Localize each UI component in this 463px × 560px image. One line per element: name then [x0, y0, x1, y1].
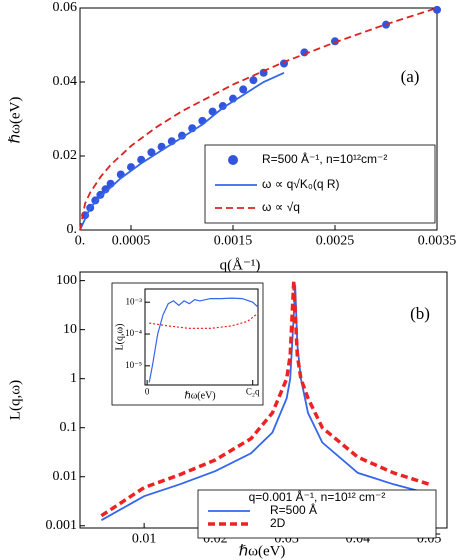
y-tick-label: 100	[56, 273, 77, 288]
data-point	[178, 131, 186, 140]
x-tick-label: 0.0015	[214, 233, 253, 248]
y-axis-label: ℏω(eV)	[7, 97, 23, 144]
x-tick-label: 0.0035	[418, 233, 457, 248]
x-tick-label: 0.01	[132, 531, 157, 546]
data-point	[331, 37, 339, 46]
y-tick-label: 0.06	[53, 0, 78, 15]
data-point	[91, 196, 100, 205]
x-axis-label: ℏω(eV)	[184, 390, 215, 401]
y-tick-label: 0.001	[46, 518, 78, 533]
legend-label: 2D	[270, 516, 286, 530]
y-tick-label: 0.02	[53, 148, 78, 163]
x-tick-label: C₂q	[246, 386, 260, 396]
y-axis-label: L(q,ω)	[114, 324, 125, 351]
panel-label: (b)	[410, 304, 430, 323]
data-line	[79, 71, 285, 231]
legend-label: ω ∝ √q	[262, 200, 300, 214]
data-line	[149, 312, 259, 329]
data-point	[300, 48, 309, 57]
data-point	[218, 102, 227, 111]
x-tick-label: 0.0005	[112, 233, 151, 248]
data-point	[433, 5, 441, 14]
legend-label: ω ∝ q√K₀(q R)	[262, 177, 340, 191]
plot-frame	[144, 288, 259, 386]
data-point	[96, 190, 105, 199]
legend-label: R=500 Å	[270, 502, 317, 517]
y-tick-label: 10⁻⁵	[125, 360, 142, 370]
y-tick-label: 10	[63, 322, 77, 337]
legend-box	[204, 144, 436, 224]
y-tick-label: 0.	[67, 222, 78, 237]
data-line	[79, 7, 438, 231]
y-tick-label: 0.1	[60, 420, 78, 435]
x-tick-label: 0	[145, 386, 150, 396]
data-point	[147, 148, 156, 157]
legend-box	[197, 489, 437, 539]
legend-marker	[228, 155, 238, 165]
legend-label: R=500 Å⁻¹, n=10¹²cm⁻²	[262, 151, 387, 166]
x-axis-label: ℏω(eV)	[239, 543, 286, 559]
y-tick-label: 10⁻⁴	[125, 328, 142, 338]
y-tick-label: 1	[70, 371, 77, 386]
data-point	[239, 85, 248, 94]
data-line	[148, 297, 259, 383]
y-tick-label: 0.04	[53, 74, 78, 89]
data-line	[100, 280, 430, 518]
panel-label: (a)	[401, 67, 420, 86]
data-point	[249, 76, 258, 85]
x-tick-label: 0.	[75, 233, 86, 248]
y-axis-label: L(q,ω)	[7, 380, 23, 420]
plot-frame	[79, 7, 438, 231]
legend-title: q=0.001 Å⁻¹, n=10¹² cm⁻²	[249, 489, 386, 504]
y-tick-label: 10⁻³	[126, 296, 143, 306]
x-axis-label: q(Å⁻¹)	[220, 257, 261, 273]
y-tick-label: 0.01	[53, 469, 78, 484]
x-tick-label: 0.0025	[316, 233, 355, 248]
